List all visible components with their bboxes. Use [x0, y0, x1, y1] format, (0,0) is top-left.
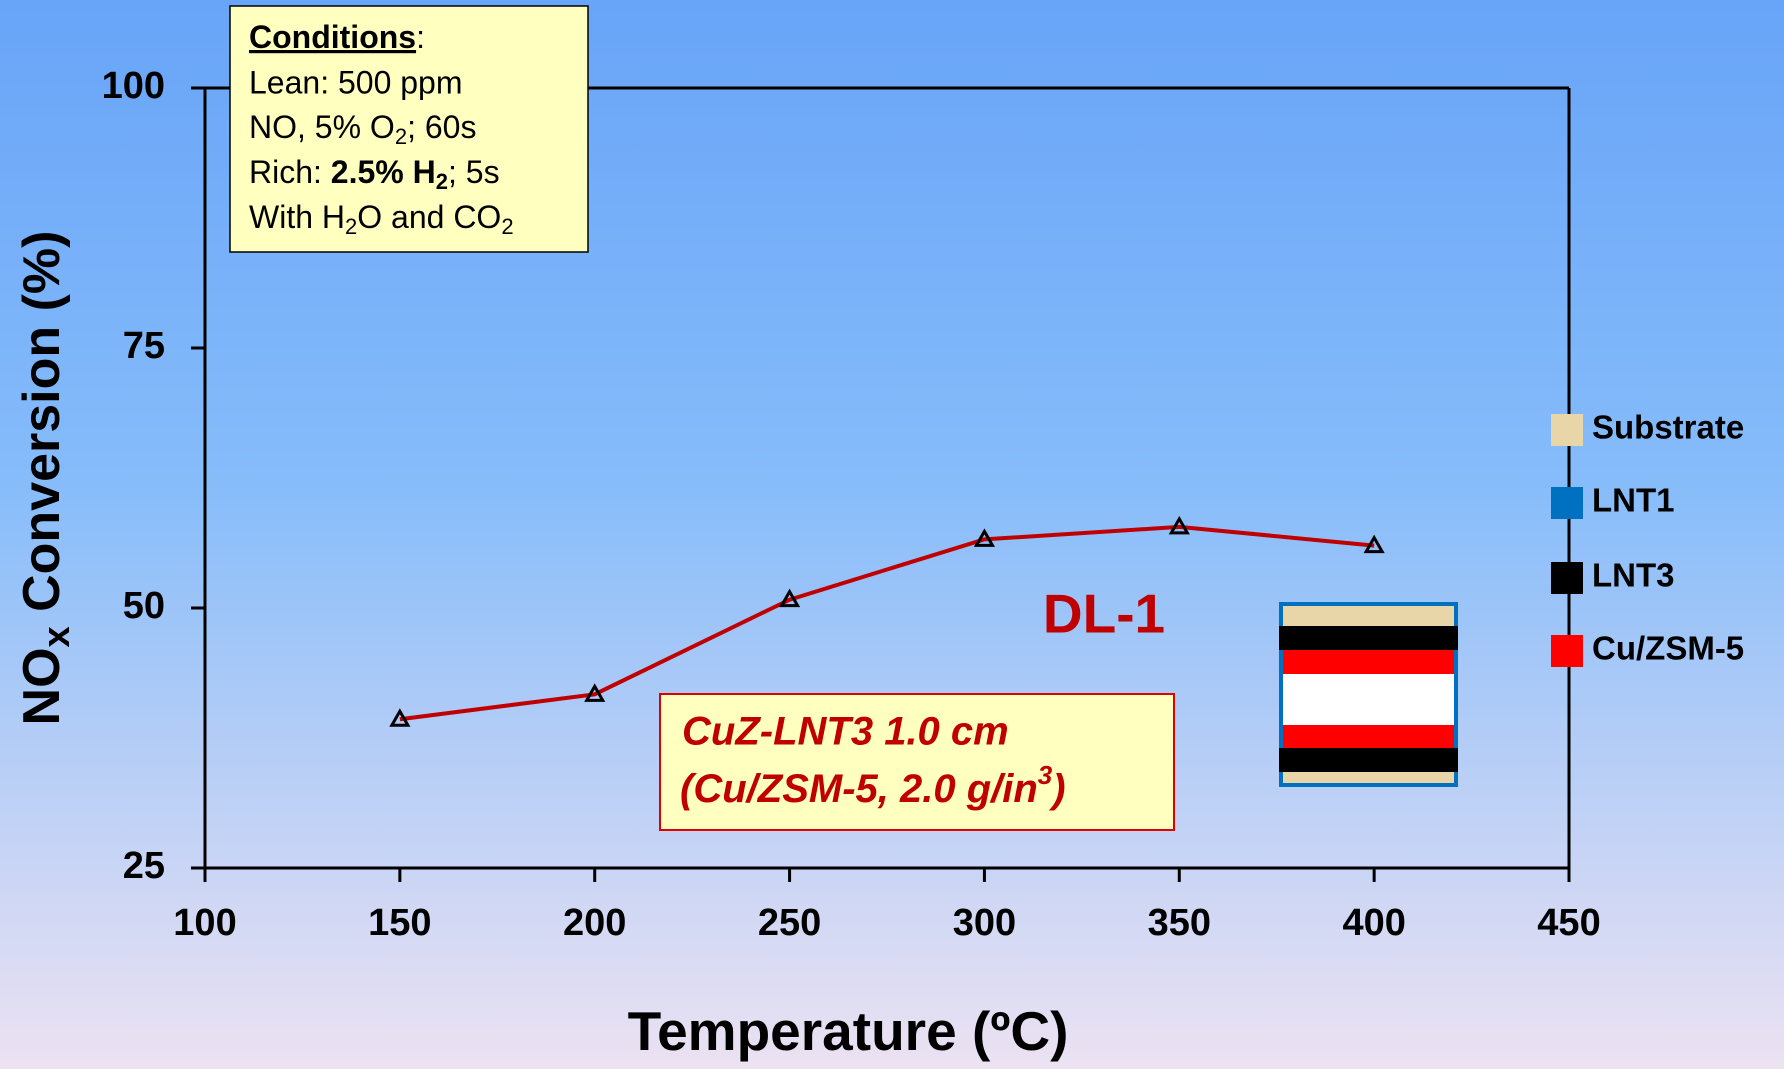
x-tick-label: 100: [173, 902, 236, 944]
conditions-line: Lean: 500 ppm: [249, 64, 463, 100]
conditions-text: With H: [249, 199, 345, 235]
conditions-line: Rich: 2.5% H2; 5s: [249, 154, 500, 193]
y-tick-label: 50: [123, 585, 165, 627]
x-tick-label: 250: [758, 902, 821, 944]
conditions-line: NO, 5% O2; 60s: [249, 109, 476, 148]
legend-swatch: [1551, 562, 1583, 594]
x-tick-label: 300: [953, 902, 1016, 944]
conditions-text: 2.5% H: [331, 154, 436, 190]
sample-line: CuZ-LNT3 1.0 cm: [682, 710, 1009, 754]
x-tick-label: 450: [1537, 902, 1600, 944]
conditions-text: O and CO: [357, 199, 501, 235]
subscript: 2: [501, 214, 513, 239]
series-label: DL-1: [1043, 583, 1165, 645]
layer-diagram: [1279, 602, 1458, 787]
subscript: 2: [345, 214, 357, 239]
conditions-line: With H2O and CO2: [249, 199, 514, 238]
conditions-line: Conditions:: [249, 19, 425, 55]
chart: 25 50 75 100 100 150 200 250 300 350 400 450 Tempera…: [0, 0, 1784, 1069]
x-axis-title-part: Temperature (: [628, 1000, 991, 1062]
y-tick-label: 100: [102, 65, 165, 107]
conditions-text: ; 60s: [407, 109, 476, 145]
conditions-text: :: [416, 19, 425, 55]
layer-lnt3: [1279, 626, 1458, 650]
x-axis-title-part: C): [1010, 1000, 1068, 1062]
legend-swatch: [1551, 635, 1583, 667]
x-axis-title: Temperature (ºC): [628, 1000, 1069, 1062]
layer-lnt3: [1279, 748, 1458, 772]
superscript: 3: [1038, 760, 1053, 790]
x-tick-label: 200: [563, 902, 626, 944]
conditions-text: Rich:: [249, 154, 331, 190]
legend-swatch: [1551, 487, 1583, 519]
y-tick-label: 25: [123, 845, 165, 887]
y-axis-title-part: x: [36, 626, 78, 647]
x-axis-title-part: º: [990, 1000, 1010, 1062]
x-tick-label: 150: [368, 902, 431, 944]
y-axis-title-part: Conversion (%): [13, 231, 71, 627]
legend-swatch: [1551, 414, 1583, 446]
legend-label: LNT1: [1592, 482, 1675, 519]
legend-label: LNT3: [1592, 557, 1675, 594]
layer-cuzsm5: [1283, 725, 1454, 748]
subscript: 2: [436, 169, 448, 194]
legend-label: Cu/ZSM-5: [1592, 630, 1744, 667]
legend-label: Substrate: [1592, 409, 1744, 446]
x-tick-label: 400: [1342, 902, 1405, 944]
layer-channel: [1283, 674, 1454, 725]
conditions-text: NO, 5% O: [249, 109, 395, 145]
subscript: 2: [395, 124, 407, 149]
x-tick-label: 350: [1148, 902, 1211, 944]
y-axis-title-part: NO: [13, 647, 71, 725]
sample-text: (Cu/ZSM-5, 2.0 g/in: [680, 767, 1038, 811]
conditions-heading: Conditions: [249, 19, 416, 55]
conditions-text: ; 5s: [448, 154, 500, 190]
y-axis-title: NOx Conversion (%): [13, 231, 78, 726]
y-tick-label: 75: [123, 325, 165, 367]
sample-line: (Cu/ZSM-5, 2.0 g/in3): [680, 760, 1066, 811]
layer-cuzsm5: [1283, 650, 1454, 674]
